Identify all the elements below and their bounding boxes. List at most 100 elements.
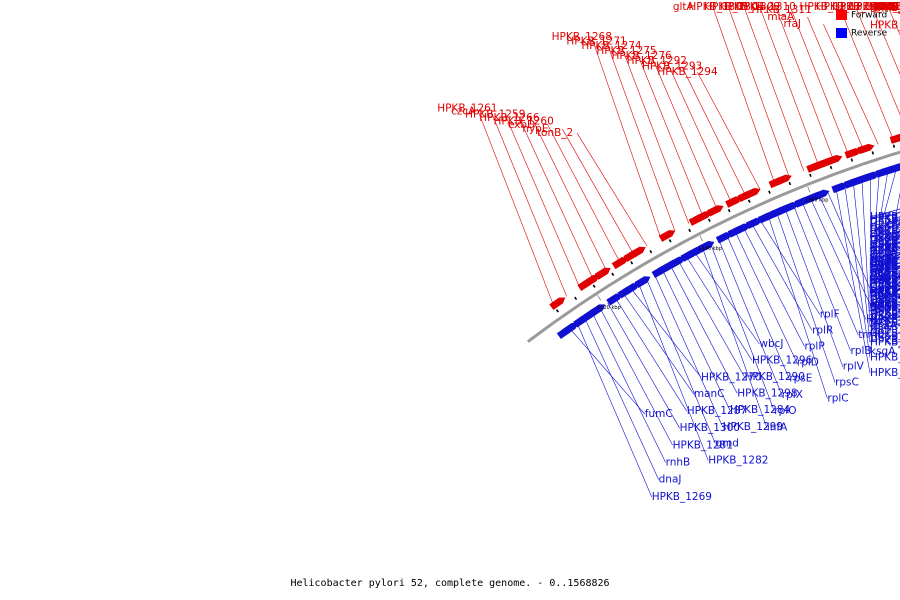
forward-gene-label[interactable]: HPKB_1439 [870,1,900,13]
reverse-gene-label[interactable]: HPKB_1299 [723,421,783,433]
reverse-gene-label[interactable]: HPKB_1281 [673,439,733,451]
reverse-gene-label[interactable]: HPKB_1295 [870,291,900,303]
forward-gene-label[interactable]: HPKB_1276 [611,50,672,62]
reverse-gene-label[interactable]: rplO [774,405,796,417]
reverse-gene-label[interactable]: trxA [870,232,892,244]
reverse-gene-label[interactable]: HPKB_1339 [870,274,900,286]
reverse-gene-label[interactable]: tdk [870,290,888,302]
reverse-gene-label[interactable]: HPKB_1435 [870,275,900,287]
reverse-gene-label[interactable]: HPKB_1269 [652,491,712,503]
reverse-gene-label[interactable]: HPKB_1442 [870,335,900,347]
reverse-gene-label[interactable]: HPKB_1409 [870,292,900,304]
reverse-gene-label[interactable]: HPKB_1371 [870,213,900,225]
reverse-gene-label[interactable]: HPKB_1452 [870,304,900,316]
forward-gene-label[interactable]: HPKB_1403 [870,1,900,13]
reverse-gene-label[interactable]: HPKB_1306 [870,328,900,340]
reverse-gene-label[interactable]: HPKB_1264 [870,298,900,310]
reverse-gene-label[interactable]: HPKB_1404 [870,220,900,232]
forward-gene-label[interactable]: HPKB_1350 [870,1,900,13]
reverse-gene-label[interactable]: HPKB_1298 [737,388,797,400]
reverse-gene-label[interactable]: HPKB_1420 [870,288,900,300]
reverse-gene-label[interactable]: HPKB_1395 [870,297,900,309]
forward-gene-label[interactable]: HPKB_1275 [596,45,656,57]
forward-gene-label[interactable]: HPKB_1304 [704,1,765,13]
reverse-gene-label[interactable]: HPKB_1384 [870,302,900,314]
reverse-gene-label[interactable]: HPKB_1394 [870,309,900,321]
reverse-gene-label[interactable]: HPKB_1390 [870,219,900,231]
forward-gene-label[interactable]: tonB_2 [537,127,573,139]
reverse-gene-label[interactable]: murB [870,242,898,254]
reverse-gene-label[interactable]: HPKB_1270 [701,371,761,383]
forward-gene-label[interactable]: HPKB_1344 [870,1,900,13]
forward-gene-label[interactable]: HPKB_1426 [870,1,900,13]
forward-gene-label[interactable]: HPKB_1413 [870,1,900,13]
forward-gene-label[interactable]: nusA [870,1,897,13]
reverse-gene-label[interactable]: rpsC [835,377,859,389]
reverse-gene-label[interactable]: HPKB_1422 [870,242,900,254]
reverse-gene-label[interactable]: fliI [870,301,883,313]
forward-gene-label[interactable]: HPKB_1305 [688,1,748,13]
reverse-gene-label[interactable]: HPKB_1445 [870,315,900,327]
reverse-gene-label[interactable]: ilvE [870,273,889,285]
reverse-gene-label[interactable]: HPKB_1386 [870,211,900,223]
reverse-gene-label[interactable]: HPKB_1357 [870,265,900,277]
reverse-gene-label[interactable]: HPKB_1407 [870,243,900,255]
reverse-gene-label[interactable]: HPKB_1320 [870,271,900,283]
forward-gene-label[interactable]: HPKB_1448 [870,19,900,31]
reverse-gene-label[interactable]: HPKB_1287 [687,405,747,417]
reverse-gene-label[interactable]: rplB [851,345,872,357]
forward-gene-label[interactable]: trmE [870,1,895,13]
reverse-gene-label[interactable]: purU [870,257,895,269]
reverse-gene-label[interactable]: HPKB_1391 [870,301,900,313]
reverse-gene-label[interactable]: HPKB_1285 [870,367,900,379]
reverse-gene-label[interactable]: HPKB_1341 [870,249,900,261]
reverse-gene-label[interactable]: tsf [870,264,884,276]
reverse-gene-label[interactable]: HPKB_1423 [870,277,900,289]
forward-gene-label[interactable]: HPKB_1311 [751,4,811,16]
reverse-gene-label[interactable]: HPKB_1380 [870,287,900,299]
reverse-gene-label[interactable]: HPKB_1383 [870,278,900,290]
reverse-gene-label[interactable]: HPKB_1408 [870,255,900,267]
forward-gene-label[interactable]: gltA [673,1,695,13]
forward-gene-label[interactable]: HPKB_1310 [736,1,796,13]
forward-gene-label[interactable]: HPKB_1375 [870,1,900,13]
forward-gene-label[interactable]: HPKB_1432 [870,1,900,13]
forward-gene-label[interactable]: HPKB_1294 [657,66,718,78]
forward-gene-label[interactable]: murE [870,1,898,13]
reverse-gene-label[interactable]: HPKB_1392 [870,252,900,264]
reverse-gene-label[interactable]: coaD [870,250,897,262]
reverse-gene-label[interactable]: fumC [645,408,673,420]
forward-gene-label[interactable]: HPKB_1425 [870,1,900,13]
reverse-gene-label[interactable]: HPKB_1377 [870,259,900,271]
forward-gene-label[interactable]: ald [870,1,886,13]
reverse-gene-label[interactable]: rplC [827,392,848,404]
forward-gene-label[interactable]: HPKB_1399 [870,1,900,13]
reverse-gene-label[interactable]: HPKB_1326 [870,242,900,254]
reverse-gene-label[interactable]: HPKB_1325 [870,257,900,269]
reverse-gene-label[interactable]: dnaA [870,320,898,332]
forward-gene-label[interactable]: glmS [870,1,897,13]
reverse-gene-label[interactable]: ksgA [870,346,896,358]
reverse-gene-label[interactable]: HPKB_1385 [870,225,900,237]
forward-gene-label[interactable]: HPKB_1410 [870,1,900,13]
reverse-gene-label[interactable]: flgA [870,224,891,236]
forward-gene-label[interactable]: rfaJ [783,18,801,30]
forward-gene-label[interactable]: HPKB_1414 [870,1,900,13]
reverse-gene-label[interactable]: HPKB_1284 [730,404,791,416]
reverse-gene-label[interactable]: fliQ [870,286,888,298]
reverse-gene-label[interactable]: HPKB_1301 [870,272,900,284]
forward-gene-label[interactable]: HPKB_1351 [870,1,900,13]
reverse-gene-label[interactable]: HPKB_1324 [870,314,900,326]
reverse-gene-label[interactable]: HPKB_1376 [870,278,900,290]
forward-gene-label[interactable]: HPKB_1260 [493,115,553,127]
reverse-gene-label[interactable]: HPKB_1406 [870,232,900,244]
forward-gene-label[interactable]: HPKB_1261 [437,103,497,115]
reverse-gene-label[interactable]: rnhB [666,456,691,468]
reverse-gene-label[interactable]: HPKB_1322 [870,285,900,297]
reverse-gene-label[interactable]: HPKB_1389 [870,213,900,225]
reverse-gene-label[interactable]: rplP [804,340,824,352]
forward-gene-label[interactable]: csrA [870,1,894,13]
forward-gene-label[interactable]: HPKB_1369 [870,1,900,13]
forward-gene-label[interactable]: czcA [451,106,476,118]
forward-gene-label[interactable]: HPKB_1397 [870,1,900,13]
